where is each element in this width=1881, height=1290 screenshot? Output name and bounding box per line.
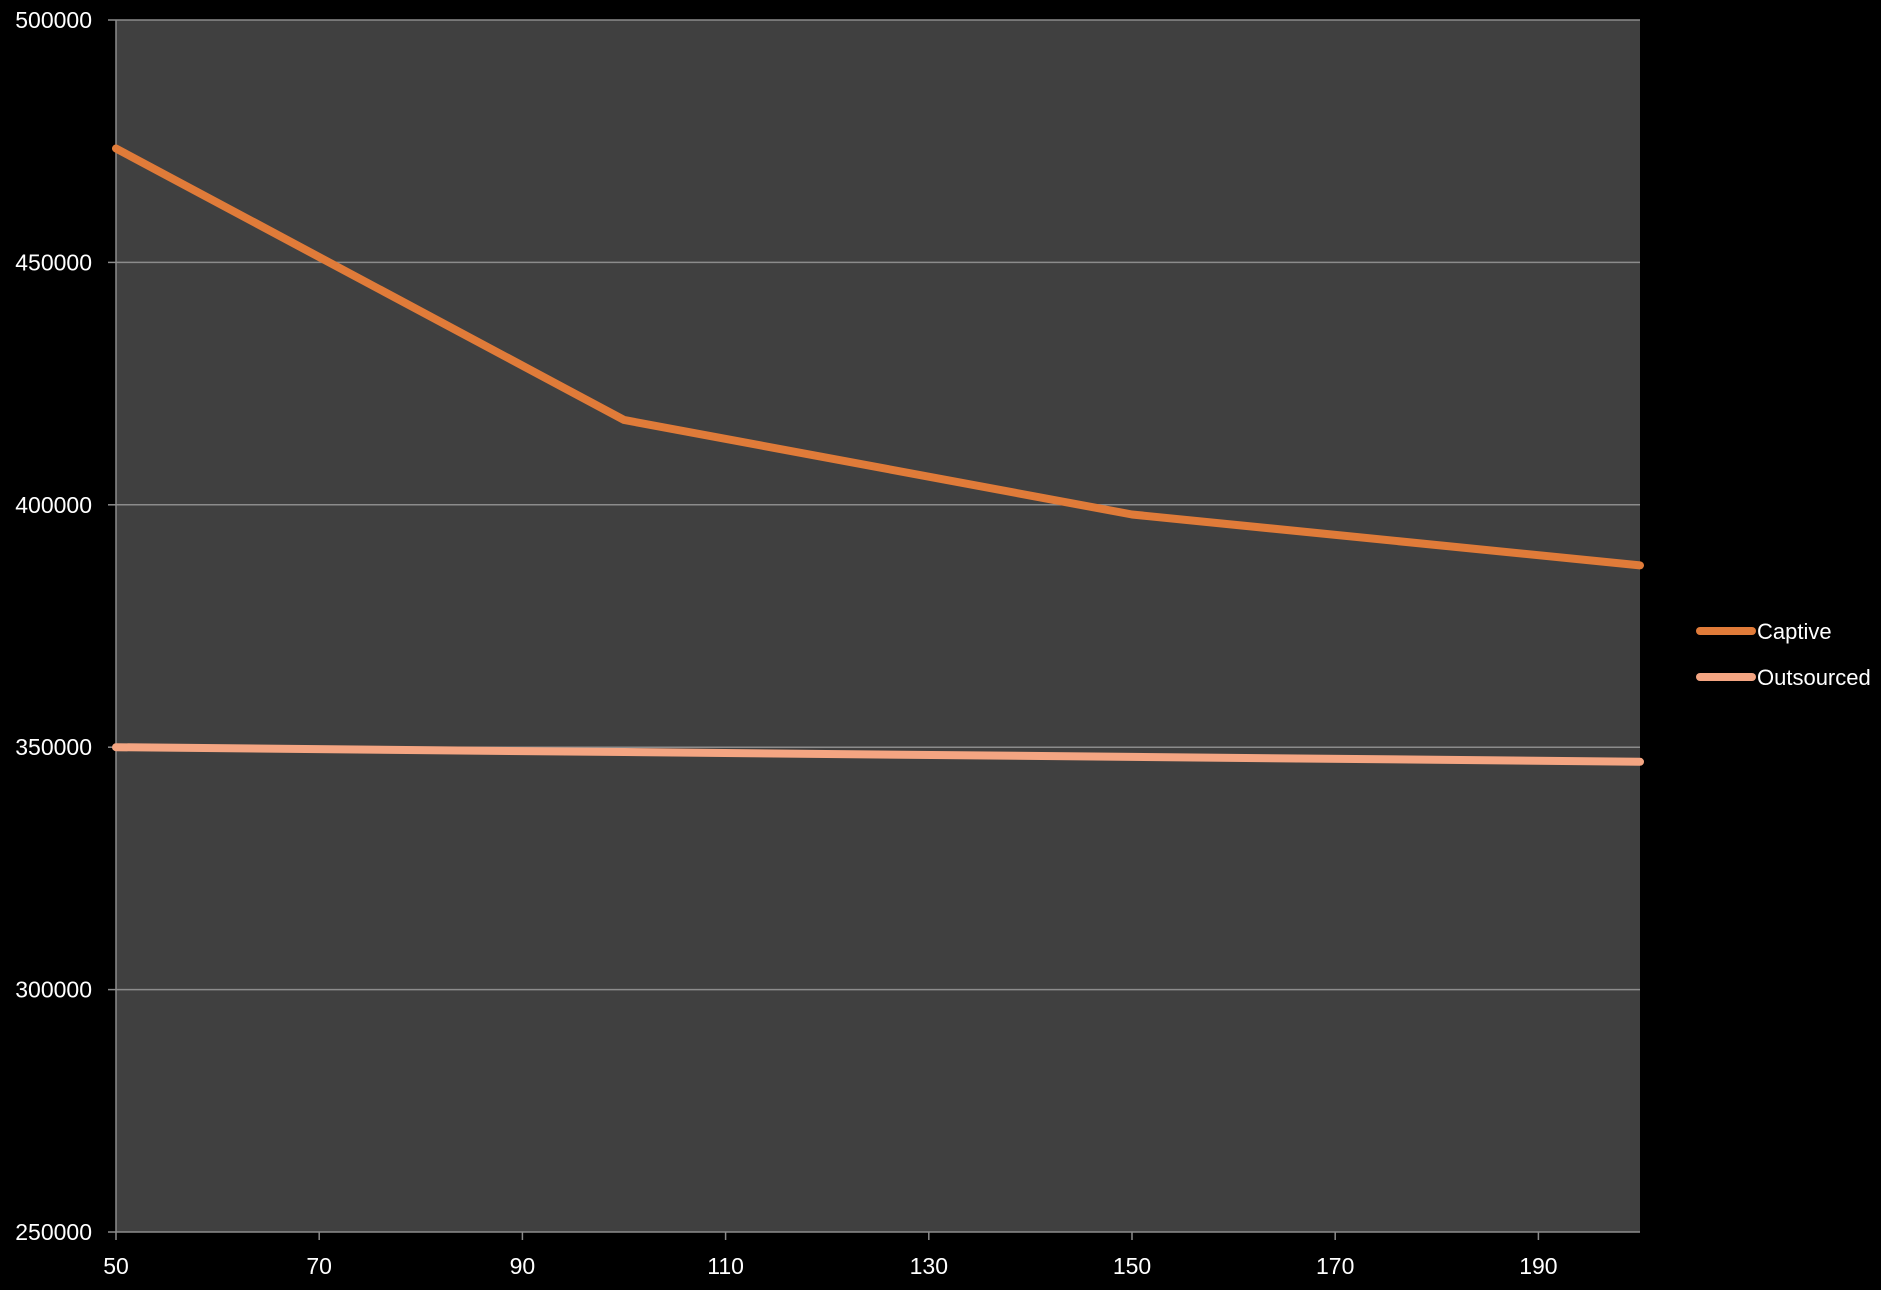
legend-item-captive[interactable]: Captive [1696, 619, 1832, 644]
x-tick-label: 110 [707, 1253, 744, 1279]
legend-label: Outsourced [1757, 665, 1871, 690]
x-tick-label: 50 [103, 1253, 129, 1279]
x-tick-label: 150 [1113, 1253, 1151, 1279]
y-tick-label: 400000 [15, 492, 92, 518]
x-tick-label: 90 [510, 1253, 536, 1279]
x-tick-label: 190 [1519, 1253, 1557, 1279]
y-tick-label: 300000 [15, 977, 92, 1003]
y-tick-label: 350000 [15, 734, 92, 760]
x-tick-label: 130 [910, 1253, 948, 1279]
y-tick-label: 450000 [15, 249, 92, 275]
plot-area [116, 20, 1640, 1232]
x-tick-label: 70 [306, 1253, 332, 1279]
y-tick-label: 250000 [15, 1219, 92, 1245]
series-line-captive [112, 144, 1644, 570]
series-lines [112, 144, 1644, 766]
y-tick-label: 500000 [15, 7, 92, 33]
x-axis: 50 70 90 110 130 150 170 190 [103, 1231, 1640, 1279]
series-line-outsourced [112, 743, 1644, 766]
legend-item-outsourced[interactable]: Outsourced [1696, 665, 1871, 690]
legend[interactable]: Captive Outsourced [1696, 619, 1871, 690]
x-tick-label: 170 [1316, 1253, 1354, 1279]
legend-label: Captive [1757, 619, 1832, 644]
y-axis: 250000 300000 350000 400000 450000 500000 [15, 7, 117, 1245]
